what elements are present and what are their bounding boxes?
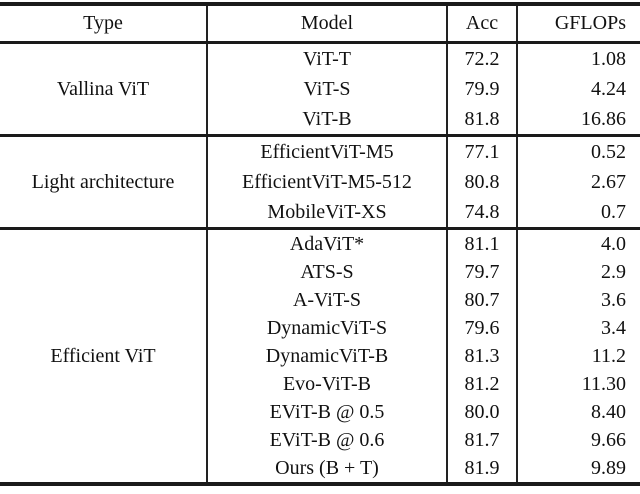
- top-rule: [0, 2, 640, 6]
- cell-gflops: 3.4: [601, 317, 626, 339]
- table-row: Evo-ViT-B 81.2 11.30: [208, 370, 640, 398]
- cell-model: MobileViT-XS: [208, 197, 448, 227]
- cell-gflops: 4.0: [601, 233, 626, 255]
- section-rows: EfficientViT-M5 77.1 0.52 EfficientViT-M…: [208, 137, 640, 227]
- cell-acc: 80.8: [448, 167, 518, 197]
- table-row: EViT-B @ 0.6 81.7 9.66: [208, 426, 640, 454]
- table-row: ViT-B 81.8 16.86: [208, 104, 640, 134]
- table-header-row: Type Model Acc GFLOPs: [0, 6, 640, 41]
- cell-gflops: 11.30: [581, 373, 626, 395]
- section-rule: [0, 134, 640, 137]
- cell-gflops: 0.7: [601, 201, 626, 223]
- table-row: EfficientViT-M5 77.1 0.52: [208, 137, 640, 167]
- cell-gflops: 2.9: [601, 261, 626, 283]
- cell-model: DynamicViT-S: [208, 314, 448, 342]
- cell-gflops: 4.24: [591, 78, 626, 100]
- cell-model: EViT-B @ 0.5: [208, 398, 448, 426]
- cell-acc: 81.2: [448, 370, 518, 398]
- table-row: EViT-B @ 0.5 80.0 8.40: [208, 398, 640, 426]
- cell-model: ViT-S: [208, 74, 448, 104]
- section-type-label: Efficient ViT: [0, 230, 208, 482]
- cell-acc: 81.1: [448, 230, 518, 258]
- table-row: DynamicViT-S 79.6 3.4: [208, 314, 640, 342]
- table-row: MobileViT-XS 74.8 0.7: [208, 197, 640, 227]
- section-rule: [0, 227, 640, 230]
- results-table: Type Model Acc GFLOPs Vallina ViT ViT-T …: [0, 2, 640, 486]
- cell-acc: 81.3: [448, 342, 518, 370]
- section-light-architecture: Light architecture EfficientViT-M5 77.1 …: [0, 137, 640, 227]
- cell-acc: 81.8: [448, 104, 518, 134]
- table-row: DynamicViT-B 81.3 11.2: [208, 342, 640, 370]
- cell-acc: 72.2: [448, 44, 518, 74]
- header-acc: Acc: [448, 6, 518, 41]
- cell-acc: 77.1: [448, 137, 518, 167]
- table-row: ATS-S 79.7 2.9: [208, 258, 640, 286]
- cell-model: AdaViT*: [208, 230, 448, 258]
- section-rows: AdaViT* 81.1 4.0 ATS-S 79.7 2.9 A-ViT-S …: [208, 230, 640, 482]
- cell-acc: 81.7: [448, 426, 518, 454]
- cell-acc: 80.0: [448, 398, 518, 426]
- cell-model: Evo-ViT-B: [208, 370, 448, 398]
- cell-model: ViT-B: [208, 104, 448, 134]
- cell-acc: 79.6: [448, 314, 518, 342]
- cell-gflops: 9.89: [591, 457, 626, 479]
- cell-model: ATS-S: [208, 258, 448, 286]
- section-type-label: Light architecture: [0, 137, 208, 227]
- cell-model: ViT-T: [208, 44, 448, 74]
- section-type-label: Vallina ViT: [0, 44, 208, 134]
- cell-gflops: 1.08: [591, 48, 626, 70]
- section-vallina-vit: Vallina ViT ViT-T 72.2 1.08 ViT-S 79.9 4…: [0, 44, 640, 134]
- header-rule: [0, 41, 640, 44]
- cell-acc: 74.8: [448, 197, 518, 227]
- cell-gflops: 11.2: [591, 345, 626, 367]
- cell-model: EViT-B @ 0.6: [208, 426, 448, 454]
- header-type: Type: [0, 6, 208, 41]
- table-row: A-ViT-S 80.7 3.6: [208, 286, 640, 314]
- section-efficient-vit: Efficient ViT AdaViT* 81.1 4.0 ATS-S 79.…: [0, 230, 640, 482]
- header-model: Model: [208, 6, 448, 41]
- cell-gflops: 2.67: [591, 171, 626, 193]
- cell-gflops: 9.66: [591, 429, 626, 451]
- cell-gflops: 8.40: [591, 401, 626, 423]
- table-row: ViT-S 79.9 4.24: [208, 74, 640, 104]
- cell-acc: 79.9: [448, 74, 518, 104]
- table-row: ViT-T 72.2 1.08: [208, 44, 640, 74]
- cell-gflops: 3.6: [601, 289, 626, 311]
- cell-gflops: 0.52: [591, 141, 626, 163]
- table-row: EfficientViT-M5-512 80.8 2.67: [208, 167, 640, 197]
- cell-model: EfficientViT-M5: [208, 137, 448, 167]
- cell-acc: 80.7: [448, 286, 518, 314]
- header-gflops: GFLOPs: [554, 12, 626, 34]
- cell-model: A-ViT-S: [208, 286, 448, 314]
- cell-model: EfficientViT-M5-512: [208, 167, 448, 197]
- cell-model: Ours (B + T): [208, 454, 448, 482]
- cell-gflops: 16.86: [581, 108, 626, 130]
- table-row: Ours (B + T) 81.9 9.89: [208, 454, 640, 482]
- cell-acc: 81.9: [448, 454, 518, 482]
- table-row: AdaViT* 81.1 4.0: [208, 230, 640, 258]
- cell-model: DynamicViT-B: [208, 342, 448, 370]
- section-rows: ViT-T 72.2 1.08 ViT-S 79.9 4.24 ViT-B 81…: [208, 44, 640, 134]
- cell-acc: 79.7: [448, 258, 518, 286]
- bottom-rule: [0, 482, 640, 486]
